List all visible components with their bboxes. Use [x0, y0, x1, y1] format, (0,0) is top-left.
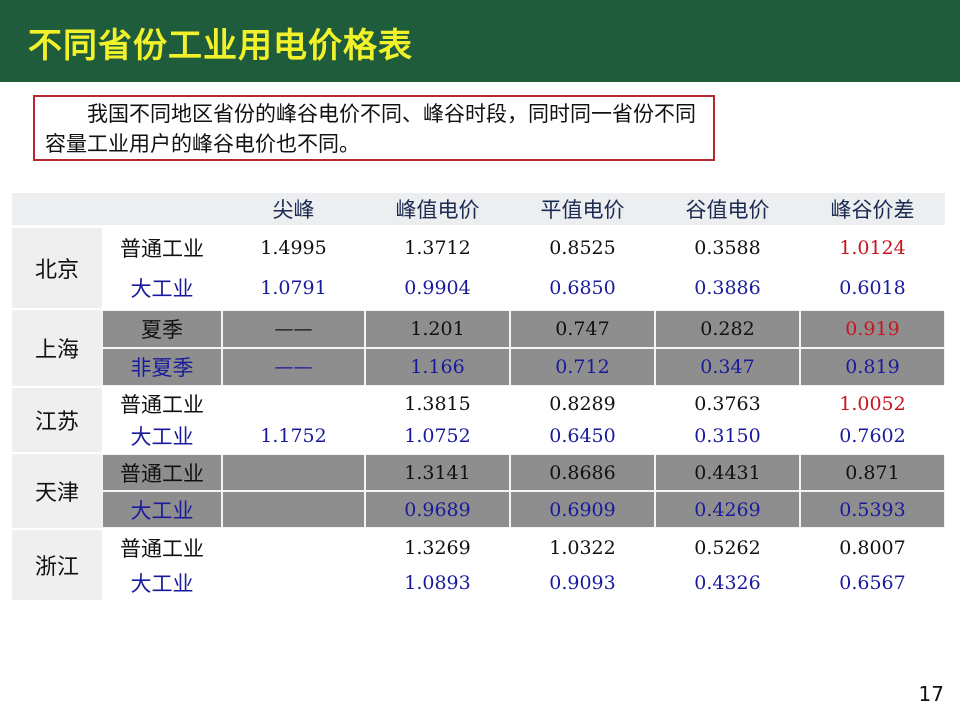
price-cell: 0.819	[800, 348, 945, 386]
price-cell: 0.871	[800, 454, 945, 491]
region-cell: 天津	[12, 454, 102, 528]
price-cell: 1.0791	[260, 277, 327, 299]
price-cell: 0.5262	[694, 536, 761, 559]
price-cell: 1.0752	[404, 425, 471, 447]
price-cell: 0.282	[655, 310, 800, 348]
price-cell: 0.919	[800, 310, 945, 348]
price-cell: 1.166	[365, 348, 510, 386]
price-cell	[222, 530, 365, 565]
price-cell: 0.747	[510, 310, 655, 348]
price-cell: ——	[222, 348, 365, 386]
header-cell: 谷值电价	[655, 193, 800, 225]
region-cell: 北京	[12, 228, 102, 308]
user-type-cell: 大工业	[130, 425, 194, 449]
user-type-cell: 普通工业	[102, 454, 222, 491]
price-cell: 0.9689	[365, 491, 510, 528]
price-cell: 0.3588	[694, 237, 761, 259]
price-cell: 1.3269	[404, 536, 471, 559]
header-cell: 平值电价	[510, 193, 655, 225]
price-cell: 1.1752	[260, 425, 327, 447]
price-cell: 0.6909	[510, 491, 655, 528]
price-cell: 0.4269	[655, 491, 800, 528]
price-cell: 1.3712	[404, 237, 471, 259]
price-cell: 0.8289	[549, 393, 616, 415]
price-cell: 1.0052	[839, 393, 906, 415]
price-cell: 1.0893	[404, 571, 471, 594]
price-cell: 0.4326	[694, 571, 761, 594]
price-cell: 0.8686	[510, 454, 655, 491]
header-cell: 峰谷价差	[800, 193, 945, 225]
price-cell: 0.4431	[655, 454, 800, 491]
intro-note-text: 我国不同地区省份的峰谷电价不同、峰谷时段，同时同一省份不同容量工业用户的峰谷电价…	[45, 102, 696, 156]
region-cell: 江苏	[12, 388, 102, 452]
user-type-cell: 普通工业	[120, 237, 204, 261]
price-cell: 0.6018	[839, 277, 906, 299]
user-type-cell: 大工业	[130, 277, 194, 301]
price-cell: 0.8525	[549, 237, 616, 259]
price-cell: 0.9093	[549, 571, 616, 594]
price-cell: 0.5393	[800, 491, 945, 528]
price-cell: 0.3150	[694, 425, 761, 447]
user-type-cell: 普通工业	[120, 536, 204, 561]
price-cell	[222, 388, 365, 420]
user-type-cell: 大工业	[130, 571, 194, 596]
user-type-cell: 夏季	[102, 310, 222, 348]
user-type-cell: 普通工业	[120, 393, 204, 417]
price-cell	[222, 454, 365, 491]
header-cell: 尖峰	[222, 193, 365, 225]
price-cell: 1.0124	[839, 237, 906, 259]
page-title: 不同省份工业用电价格表	[28, 26, 413, 66]
price-cell: 1.4995	[260, 237, 327, 259]
price-cell	[222, 565, 365, 600]
user-type-cell: 非夏季	[102, 348, 222, 386]
price-cell: 0.6450	[549, 425, 616, 447]
price-cell: 1.3141	[365, 454, 510, 491]
price-cell: 0.7602	[839, 425, 906, 447]
price-cell: 1.0322	[549, 536, 616, 559]
price-cell: 0.9904	[404, 277, 471, 299]
price-cell: 0.8007	[839, 536, 906, 559]
intro-note: 我国不同地区省份的峰谷电价不同、峰谷时段，同时同一省份不同容量工业用户的峰谷电价…	[33, 95, 715, 161]
header-cell: 峰值电价	[365, 193, 510, 225]
price-cell: 0.6567	[839, 571, 906, 594]
price-cell: 0.3886	[694, 277, 761, 299]
price-cell: 0.712	[510, 348, 655, 386]
price-cell: 0.3763	[694, 393, 761, 415]
region-cell: 上海	[12, 310, 102, 386]
price-cell: ——	[222, 310, 365, 348]
price-cell	[222, 491, 365, 528]
user-type-cell: 大工业	[102, 491, 222, 528]
price-cell: 1.201	[365, 310, 510, 348]
price-cell: 0.347	[655, 348, 800, 386]
price-cell: 0.6850	[549, 277, 616, 299]
region-cell: 浙江	[12, 530, 102, 600]
title-bar: 不同省份工业用电价格表	[0, 0, 960, 82]
price-cell: 1.3815	[404, 393, 471, 415]
page-number: 17	[918, 682, 944, 706]
